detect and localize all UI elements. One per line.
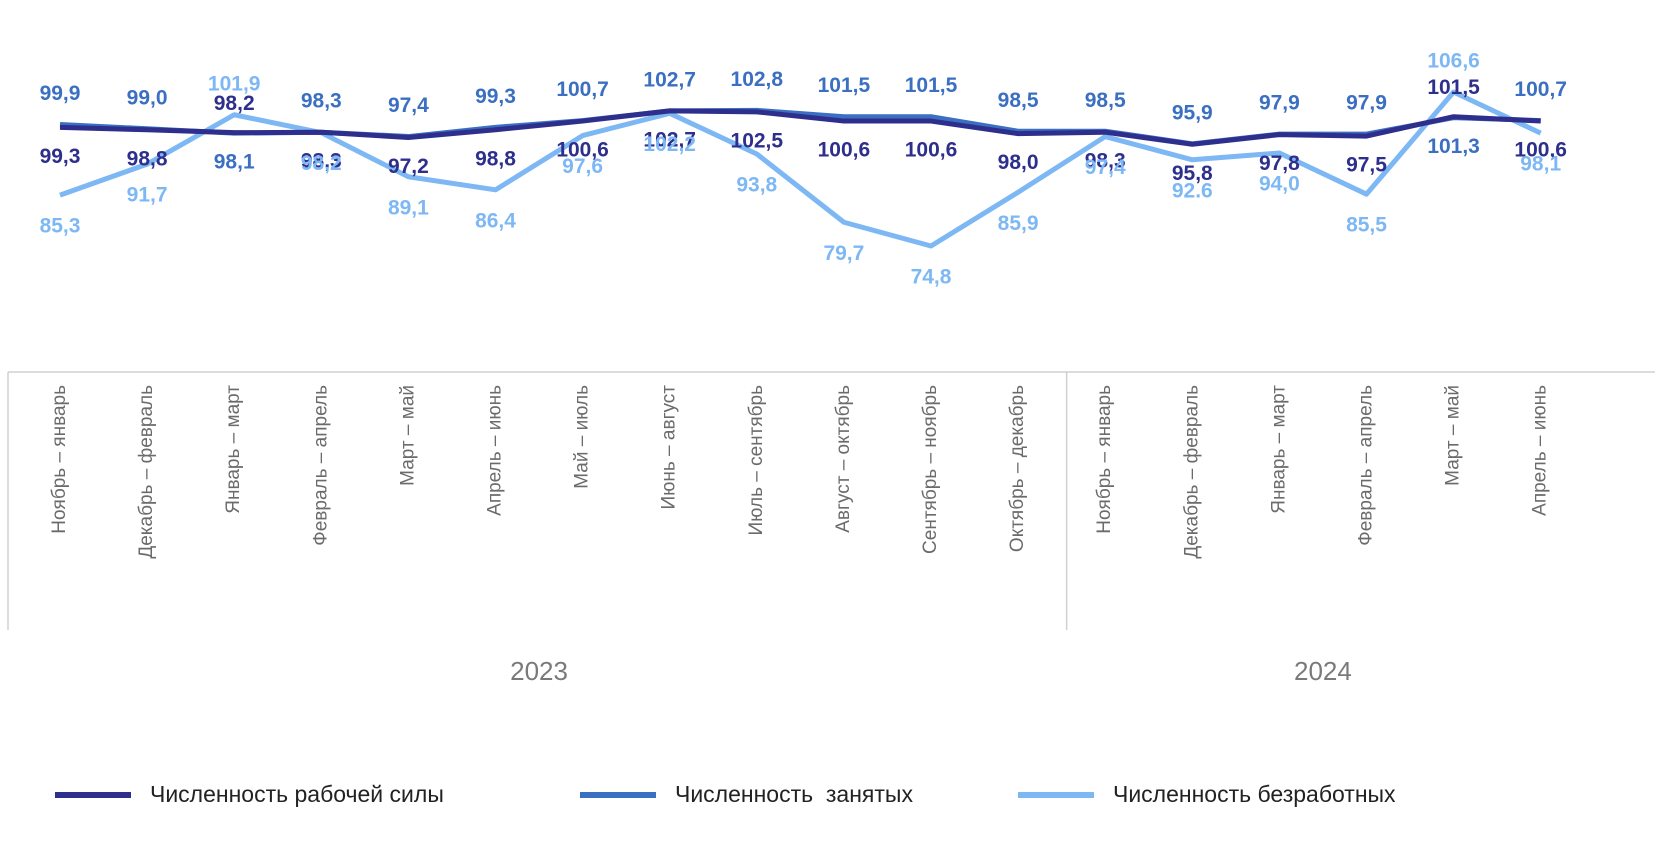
x-tick-label: Март – май xyxy=(397,385,418,486)
x-tick-label: Июль – сентябрь xyxy=(746,385,767,536)
data-label: 95,9 xyxy=(1172,101,1213,124)
data-label: 102,2 xyxy=(643,133,696,156)
data-label: 79,7 xyxy=(823,242,864,265)
year-label: 2024 xyxy=(1294,656,1352,686)
data-label: 99,3 xyxy=(40,145,81,168)
data-label: 98,3 xyxy=(301,150,342,173)
x-tick-label: Октябрь – декабрь xyxy=(1007,385,1028,552)
data-label: 85,3 xyxy=(40,215,81,238)
data-label: 98,8 xyxy=(127,147,168,170)
x-tick-label: Май – июль xyxy=(572,385,593,489)
data-label: 98,3 xyxy=(301,90,342,113)
x-tick-label: Январь – март xyxy=(1268,385,1289,514)
data-label: 92.6 xyxy=(1172,179,1213,202)
data-label: 97,9 xyxy=(1346,92,1387,115)
data-label: 98,2 xyxy=(214,92,255,115)
data-label: 100,6 xyxy=(905,139,958,162)
data-label: 100,6 xyxy=(818,139,871,162)
data-label: 101,5 xyxy=(1427,76,1480,99)
x-tick-label: Март – май xyxy=(1443,385,1464,486)
data-label: 98,1 xyxy=(214,151,255,174)
data-label: 98,2 xyxy=(301,152,342,175)
data-label: 102,8 xyxy=(731,68,784,91)
data-label: 98,1 xyxy=(1520,153,1561,176)
series-line xyxy=(59,108,1541,147)
data-label: 102,5 xyxy=(731,129,784,152)
data-label: 100,7 xyxy=(1514,78,1567,101)
data-label: 100,6 xyxy=(556,139,609,162)
data-label: 98,8 xyxy=(475,147,516,170)
data-label: 95,8 xyxy=(1172,162,1213,185)
data-label: 97,8 xyxy=(1259,152,1300,175)
data-label: 99,3 xyxy=(475,85,516,108)
data-label: 101,5 xyxy=(818,74,871,97)
data-label: 100,7 xyxy=(556,78,609,101)
data-label: 97,4 xyxy=(1085,156,1126,179)
data-label: 99,0 xyxy=(127,86,168,109)
data-label: 99,9 xyxy=(40,82,81,105)
x-tick-label: Апрель – июнь xyxy=(485,385,506,516)
data-label: 89,1 xyxy=(388,196,429,219)
x-tick-label: Ноябрь – январь xyxy=(1094,385,1115,534)
x-tick-label: Сентябрь – ноябрь xyxy=(920,385,941,554)
data-label: 97,2 xyxy=(388,155,429,178)
x-tick-label: Декабрь – февраль xyxy=(1181,385,1202,559)
data-label: 101,5 xyxy=(905,74,958,97)
data-label: 97,5 xyxy=(1346,154,1387,177)
data-label: 102,7 xyxy=(643,128,696,151)
data-label: 97,6 xyxy=(562,155,603,178)
data-label: 97,4 xyxy=(388,94,429,117)
series-line xyxy=(59,89,1542,249)
x-tick-label: Апрель – июнь xyxy=(1530,385,1551,516)
x-tick-label: Февраль – апрель xyxy=(310,385,331,546)
data-label: 74,8 xyxy=(911,266,952,289)
data-label: 98,5 xyxy=(1085,89,1126,112)
data-label: 93,8 xyxy=(736,174,777,197)
data-label: 98,3 xyxy=(1085,150,1126,173)
year-label: 2023 xyxy=(510,656,568,686)
data-label: 97,9 xyxy=(1259,92,1300,115)
x-tick-label: Февраль – апрель xyxy=(1356,385,1377,546)
x-tick-label: Июнь – август xyxy=(659,385,680,510)
data-label: 101,3 xyxy=(1427,135,1480,158)
data-label: 100,6 xyxy=(1514,139,1567,162)
data-label: 85,5 xyxy=(1346,214,1387,237)
data-label: 98,5 xyxy=(998,89,1039,112)
data-label: 91,7 xyxy=(127,184,168,207)
x-tick-label: Август – октябрь xyxy=(833,385,854,533)
legend-label: Численность рабочей силы xyxy=(150,781,444,807)
data-label: 85,9 xyxy=(998,212,1039,235)
data-label: 98,0 xyxy=(998,151,1039,174)
x-tick-label: Ноябрь – январь xyxy=(49,385,70,534)
data-label: 101,9 xyxy=(208,72,261,95)
legend-label: Численность безработных xyxy=(1113,781,1396,807)
data-label: 86,4 xyxy=(475,209,516,232)
data-label: 102,7 xyxy=(643,68,696,91)
x-tick-label: Декабрь – февраль xyxy=(136,385,157,559)
data-label: 106,6 xyxy=(1427,50,1480,73)
x-tick-label: Январь – март xyxy=(223,385,244,514)
data-label: 94,0 xyxy=(1259,173,1300,196)
legend-label: Численность занятых xyxy=(675,781,913,807)
